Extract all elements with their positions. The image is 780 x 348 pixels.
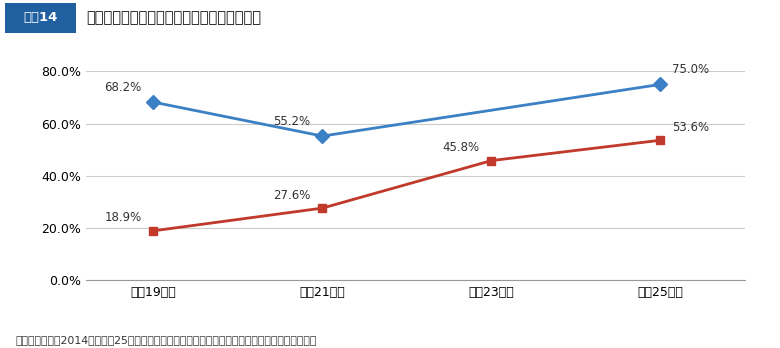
- Text: 27.6%: 27.6%: [273, 189, 310, 201]
- Text: 55.2%: 55.2%: [274, 115, 310, 128]
- Text: 68.2%: 68.2%: [105, 81, 142, 94]
- Text: 18.9%: 18.9%: [105, 211, 142, 224]
- Text: 出典：内閣府（2014）「平成25年度企業の事業継続及び防災の取組に関する実態調査」より作成: 出典：内閣府（2014）「平成25年度企業の事業継続及び防災の取組に関する実態調…: [16, 334, 317, 345]
- Text: 75.0%: 75.0%: [672, 63, 709, 76]
- Text: 45.8%: 45.8%: [442, 141, 480, 154]
- FancyBboxPatch shape: [5, 3, 76, 33]
- Text: 図表14: 図表14: [23, 11, 58, 24]
- Text: 53.6%: 53.6%: [672, 121, 709, 134]
- Text: 企業における防災計画及びＢＣＰの策定状況: 企業における防災計画及びＢＣＰの策定状況: [86, 10, 261, 25]
